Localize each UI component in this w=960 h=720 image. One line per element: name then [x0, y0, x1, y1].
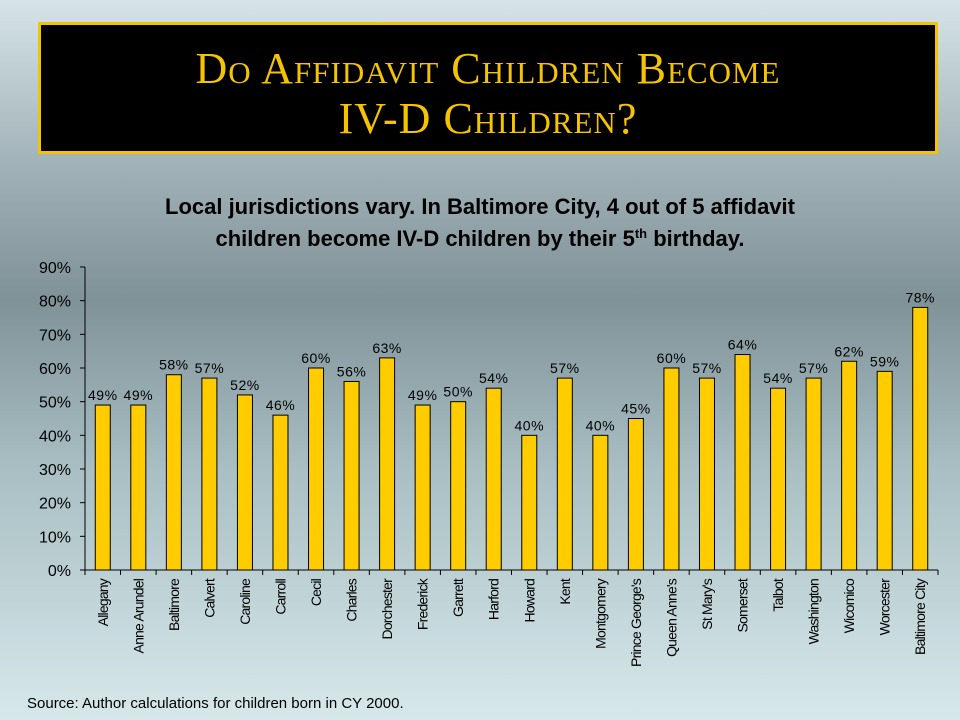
subtitle-line-1: Local jurisdictions vary. In Baltimore C… — [165, 194, 795, 219]
data-label: 63% — [372, 340, 402, 356]
subtitle-superscript: th — [634, 226, 648, 241]
category-label: Washington — [806, 579, 822, 644]
category-label: Somerset — [735, 578, 751, 632]
category-label: Talbot — [770, 578, 786, 611]
data-label: 59% — [870, 353, 900, 369]
data-label: 56% — [337, 363, 367, 379]
category-label: Anne Arundel — [130, 578, 146, 653]
category-label: Carroll — [272, 578, 288, 614]
y-tick-label: 30% — [39, 462, 71, 479]
data-label: 62% — [834, 343, 864, 359]
data-label: 49% — [88, 387, 118, 403]
data-label: 49% — [408, 387, 438, 403]
category-label: Calvert — [201, 578, 217, 618]
bar — [236, 394, 253, 571]
data-label: 57% — [692, 360, 722, 376]
category-label: St Mary's — [699, 578, 715, 630]
data-label: 60% — [301, 350, 331, 366]
source-note: Source: Author calculations for children… — [27, 695, 404, 712]
bar — [272, 414, 289, 571]
bar — [698, 377, 715, 571]
data-label: 60% — [657, 350, 687, 366]
y-tick-label: 60% — [39, 361, 71, 378]
y-tick-label: 0% — [48, 563, 71, 580]
bar — [805, 377, 822, 571]
category-label: Harford — [486, 579, 502, 620]
data-label: 54% — [763, 370, 793, 386]
y-tick-label: 20% — [39, 496, 71, 513]
category-label: Queen Anne's — [663, 578, 679, 657]
data-label: 50% — [443, 384, 473, 400]
category-label: Dorchester — [379, 578, 395, 640]
category-label: Montgomery — [592, 578, 608, 649]
category-label: Kent — [557, 578, 573, 605]
data-label: 58% — [159, 357, 189, 373]
category-label: Cecil — [308, 578, 324, 606]
bar — [841, 360, 858, 571]
category-label: Frederick — [415, 577, 431, 630]
data-label: 57% — [550, 360, 580, 376]
subtitle-line-2-text: children become IV-D children by their 5 — [215, 226, 635, 251]
subtitle-line-2-end: birthday. — [647, 226, 745, 251]
category-label: Baltimore — [166, 578, 182, 631]
data-label: 57% — [195, 360, 225, 376]
bar — [592, 434, 609, 571]
title-line-2: IV-D Children? — [338, 94, 638, 143]
y-tick-label: 50% — [39, 395, 71, 412]
bar — [201, 377, 218, 571]
category-label: Prince George's — [628, 578, 644, 667]
bar — [912, 306, 929, 571]
bar — [663, 367, 680, 571]
y-tick-label: 70% — [39, 327, 71, 344]
category-label: Garrett — [450, 578, 466, 617]
bar — [770, 387, 787, 571]
bar — [414, 404, 431, 571]
data-label: 78% — [905, 289, 935, 305]
data-label: 40% — [586, 417, 616, 433]
bar — [308, 367, 325, 571]
bar — [130, 404, 147, 571]
title-banner: Do Affidavit Children Become IV-D Childr… — [38, 22, 938, 154]
data-label: 46% — [266, 397, 296, 413]
y-tick-label: 10% — [39, 529, 71, 546]
bar — [94, 404, 111, 571]
category-label: Charles — [344, 578, 360, 621]
y-tick-label: 40% — [39, 428, 71, 445]
bar — [627, 418, 644, 571]
category-label: Baltimore City — [912, 578, 928, 655]
category-label: Allegany — [95, 578, 111, 626]
category-label: Caroline — [237, 578, 253, 625]
bar — [556, 377, 573, 571]
title-line-1: Do Affidavit Children Become — [195, 44, 781, 93]
bar — [521, 434, 538, 571]
bar — [165, 374, 182, 571]
subtitle-line-2: children become IV-D children by their 5… — [0, 223, 960, 255]
category-label: Howard — [521, 579, 537, 622]
bar — [343, 380, 360, 571]
subtitle: Local jurisdictions vary. In Baltimore C… — [0, 191, 960, 255]
data-label: 40% — [515, 417, 545, 433]
data-label: 45% — [621, 401, 651, 417]
bar — [734, 354, 751, 571]
y-tick-label: 90% — [39, 260, 71, 277]
data-label: 49% — [124, 387, 154, 403]
data-label: 57% — [799, 360, 829, 376]
category-label: Wicomico — [841, 578, 857, 633]
data-label: 52% — [230, 377, 260, 393]
data-label: 54% — [479, 370, 509, 386]
category-label: Worcester — [877, 578, 893, 635]
data-label: 64% — [728, 337, 758, 353]
bar — [450, 401, 467, 571]
bar — [379, 357, 396, 571]
y-tick-label: 80% — [39, 294, 71, 311]
bar — [876, 370, 893, 571]
bar — [485, 387, 502, 571]
